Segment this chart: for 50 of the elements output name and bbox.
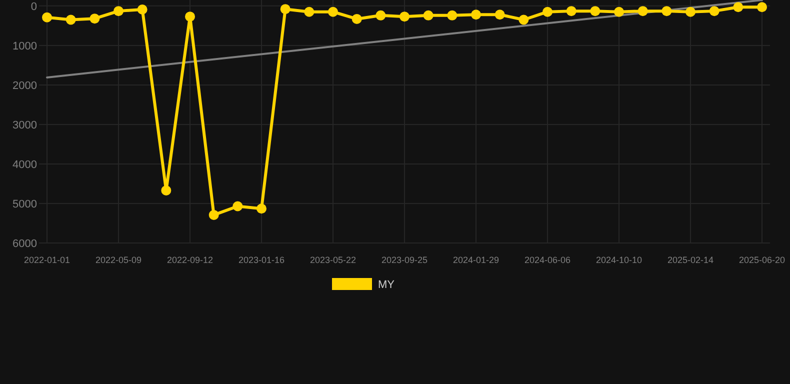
point	[638, 6, 648, 16]
point	[471, 10, 481, 20]
point	[566, 6, 576, 16]
x-tick-label: 2025-02-14	[667, 255, 714, 265]
point	[90, 14, 100, 24]
point	[733, 2, 744, 12]
x-tick-label: 2025-06-20	[738, 255, 786, 265]
x-tick-label: 2024-01-29	[452, 255, 500, 265]
point	[518, 14, 529, 25]
y-tick-label: 3000	[12, 119, 37, 132]
x-tick-label: 2022-05-09	[95, 255, 142, 265]
point	[686, 6, 696, 17]
point	[185, 12, 195, 22]
point	[114, 6, 124, 16]
y-tick-label: 6000	[12, 238, 37, 250]
y-tick-label: 5000	[12, 198, 37, 210]
x-tick-label: 2023-05-22	[310, 255, 356, 265]
y-tick-label: 0	[30, 0, 37, 13]
x-tick-label: 2022-01-01	[24, 255, 70, 265]
point	[757, 2, 767, 12]
point	[614, 6, 624, 17]
point	[447, 10, 458, 20]
point	[400, 12, 410, 22]
point	[423, 10, 434, 20]
point	[376, 10, 386, 20]
y-tick-label: 1000	[12, 40, 37, 52]
point	[328, 6, 338, 17]
point	[66, 14, 76, 25]
x-tick-label: 2022-09-12	[166, 255, 214, 265]
legend-label: MY	[378, 279, 396, 291]
x-tick-label: 2023-09-25	[381, 255, 428, 265]
point	[304, 6, 314, 17]
x-tick-label: 2023-01-16	[238, 255, 285, 265]
point	[161, 185, 172, 196]
point	[256, 204, 266, 214]
point	[232, 201, 243, 212]
point	[137, 4, 148, 14]
y-tick-label: 2000	[12, 80, 37, 92]
point	[709, 6, 720, 16]
x-tick-label: 2024-10-10	[596, 255, 642, 265]
point	[352, 14, 362, 24]
x-tick-label: 2024-06-06	[524, 255, 571, 265]
point	[42, 12, 52, 22]
point	[208, 210, 219, 220]
point	[590, 6, 600, 16]
point	[662, 6, 672, 16]
point	[494, 10, 505, 20]
point	[542, 6, 552, 17]
point	[280, 4, 290, 14]
y-tick-label: 4000	[12, 158, 37, 171]
